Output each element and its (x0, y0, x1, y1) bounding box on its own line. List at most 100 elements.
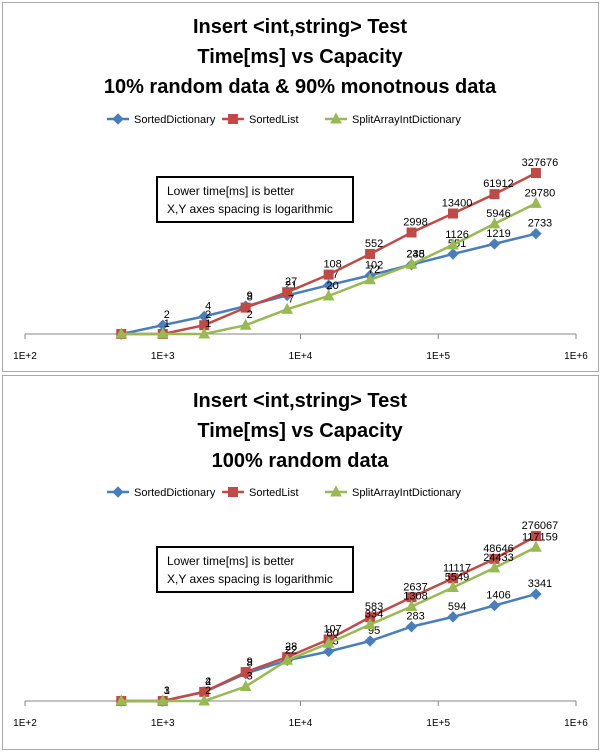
legend-label: SplitArrayIntDictionary (352, 487, 461, 499)
data-point (240, 667, 251, 678)
data-label: 3 (164, 685, 170, 697)
data-label: 2998 (403, 217, 427, 229)
data-label: 583 (365, 601, 383, 613)
data-point (364, 617, 376, 629)
chart-panel-capacity-mixed: Insert <int,string> Test Time[ms] vs Capa… (2, 2, 599, 372)
data-point (322, 636, 335, 648)
data-label: 5549 (445, 571, 469, 583)
data-point (489, 189, 500, 200)
data-label: 2 (205, 685, 211, 697)
data-label: 72 (368, 264, 380, 276)
data-point (406, 227, 417, 238)
data-point (323, 269, 334, 280)
data-point (447, 248, 459, 260)
data-label: 1308 (403, 590, 427, 602)
data-label: 1 (164, 685, 170, 697)
chart-note: Lower time[ms] is better X,Y axes spacing… (156, 176, 354, 223)
data-point (530, 540, 542, 552)
chart-note: Lower time[ms] is better X,Y axes spacing… (156, 546, 354, 593)
data-label: 102 (365, 259, 383, 271)
data-point (115, 694, 128, 706)
data-label: 1 (164, 318, 170, 330)
data-point (365, 248, 376, 259)
chart-panel-capacity-random: Insert <int,string> Test Time[ms] vs Capa… (2, 375, 599, 750)
data-label: 80 (326, 627, 338, 639)
legend-marker (330, 485, 342, 497)
legend-marker (112, 113, 124, 125)
data-label: 552 (365, 238, 383, 250)
legend-marker (228, 487, 238, 497)
note-line: X,Y axes spacing is logarithmic (167, 202, 333, 216)
data-point (239, 318, 252, 330)
data-label: 2637 (403, 581, 427, 593)
data-label: 11117 (443, 562, 471, 574)
data-point (322, 645, 335, 658)
data-label: 1219 (486, 228, 510, 240)
series-SortedDictionary: 249214710223855112192733 (115, 218, 552, 340)
data-label: 117159 (522, 531, 558, 543)
data-label: 2 (164, 309, 170, 321)
chart-legend: SortedDictionary SortedList SplitArrayIntD… (107, 485, 461, 499)
data-label: 2 (205, 676, 211, 688)
chart-title-line: 10% random data & 90% monotnous data (104, 76, 497, 98)
data-label: 28 (285, 641, 297, 653)
data-point (447, 611, 459, 623)
data-point (488, 238, 501, 250)
data-point (405, 620, 418, 633)
data-point (488, 561, 501, 573)
data-point (447, 238, 459, 250)
series-SplitArrayIntDictionary: 2 3 22 80 334 1308 5549 24433 117159 (115, 531, 558, 706)
data-label: 2733 (528, 218, 552, 230)
data-label: 5946 (486, 208, 510, 220)
data-point (240, 302, 251, 313)
data-label: 8 (247, 658, 253, 670)
data-label: 29780 (525, 187, 556, 199)
data-point (530, 227, 542, 240)
data-label: 4 (205, 676, 211, 688)
legend-label: SortedList (249, 114, 299, 126)
data-point (156, 327, 169, 339)
x-tick-label: 1E+2 (13, 351, 37, 362)
chart-title-line: Time[ms] vs Capacity (197, 420, 403, 442)
chart-title-line: Insert <int,string> Test (193, 390, 407, 412)
data-label: 1406 (486, 590, 510, 602)
x-tick-label: 1E+4 (289, 351, 313, 362)
data-label: 4 (205, 300, 211, 312)
x-tick-label: 1E+5 (426, 718, 450, 729)
data-label: 3 (247, 671, 253, 683)
data-label: 3341 (528, 578, 552, 590)
data-point (405, 599, 418, 611)
x-tick-label: 1E+3 (151, 351, 175, 362)
data-point (281, 653, 293, 665)
x-tick-label: 1E+6 (564, 718, 588, 729)
note-line: Lower time[ms] is better (167, 184, 294, 198)
data-point (198, 694, 211, 706)
legend-label: SortedDictionary (134, 114, 216, 126)
data-point (364, 273, 376, 285)
data-label: 24433 (483, 552, 514, 564)
data-point (448, 208, 459, 219)
data-point (239, 679, 252, 692)
note-line: X,Y axes spacing is logarithmic (167, 572, 333, 586)
x-tick-label: 1E+6 (564, 351, 588, 362)
chart-svg: Insert <int,string> Test Time[ms] vs Capa… (13, 16, 588, 362)
data-label: 7 (288, 293, 294, 305)
legend-marker (330, 112, 342, 124)
data-label: 108 (323, 259, 341, 271)
note-box (156, 176, 354, 223)
data-label: 594 (448, 601, 466, 613)
data-point (530, 196, 542, 208)
x-tick-label: 1E+3 (151, 718, 175, 729)
legend-label: SortedList (249, 487, 299, 499)
data-label: 48646 (483, 543, 514, 555)
data-point (156, 694, 169, 706)
data-point (198, 327, 211, 339)
legend-label: SortedDictionary (134, 487, 216, 499)
data-label: 9 (247, 656, 253, 668)
x-tick-label: 1E+2 (13, 718, 37, 729)
data-label: 8 (247, 292, 253, 304)
chart-svg: Insert <int,string> Test Time[ms] vs Capa… (13, 390, 588, 729)
chart-title-line: 100% random data (212, 450, 390, 472)
